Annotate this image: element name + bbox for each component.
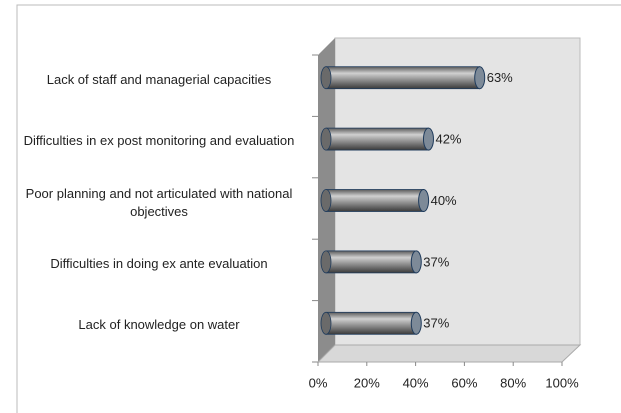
bar-end-cap bbox=[410, 311, 422, 335]
x-tick-label: 20% bbox=[354, 375, 380, 390]
value-label: 40% bbox=[431, 193, 457, 208]
bar-start-cap bbox=[320, 127, 332, 151]
bar bbox=[325, 311, 417, 335]
chart-border bbox=[16, 4, 621, 413]
y-tick-label: Lack of staff and managerial capacities bbox=[46, 71, 272, 87]
x-tick-label: 0% bbox=[309, 375, 328, 390]
x-tick-label: 60% bbox=[451, 375, 477, 390]
value-label: 37% bbox=[423, 316, 449, 331]
value-label: 37% bbox=[423, 254, 449, 269]
bar-start-cap bbox=[320, 311, 332, 335]
bar bbox=[325, 250, 417, 274]
x-tick-label: 80% bbox=[500, 375, 526, 390]
bar bbox=[325, 66, 481, 90]
bar bbox=[325, 189, 424, 212]
y-tick-label: Poor planning and not articulated with n… bbox=[25, 185, 293, 219]
bar-start-cap bbox=[320, 250, 332, 274]
value-label: 42% bbox=[435, 132, 461, 147]
bar-end-cap bbox=[422, 127, 434, 151]
x-tick-label: 40% bbox=[403, 375, 429, 390]
bar-start-cap bbox=[320, 189, 332, 212]
bar-end-cap bbox=[418, 189, 430, 212]
floor bbox=[316, 344, 582, 363]
bar-end-cap bbox=[410, 250, 422, 274]
y-tick-label: Difficulties in doing ex ante evaluation bbox=[50, 255, 268, 271]
value-label: 63% bbox=[487, 70, 513, 85]
x-tick-label: 100% bbox=[545, 375, 579, 390]
y-tick-label: Difficulties in ex post monitoring and e… bbox=[23, 133, 295, 149]
bar-start-cap bbox=[320, 66, 332, 90]
bar-end-cap bbox=[474, 66, 486, 90]
bar bbox=[325, 127, 429, 151]
y-tick-label: Lack of knowledge on water bbox=[78, 317, 240, 333]
